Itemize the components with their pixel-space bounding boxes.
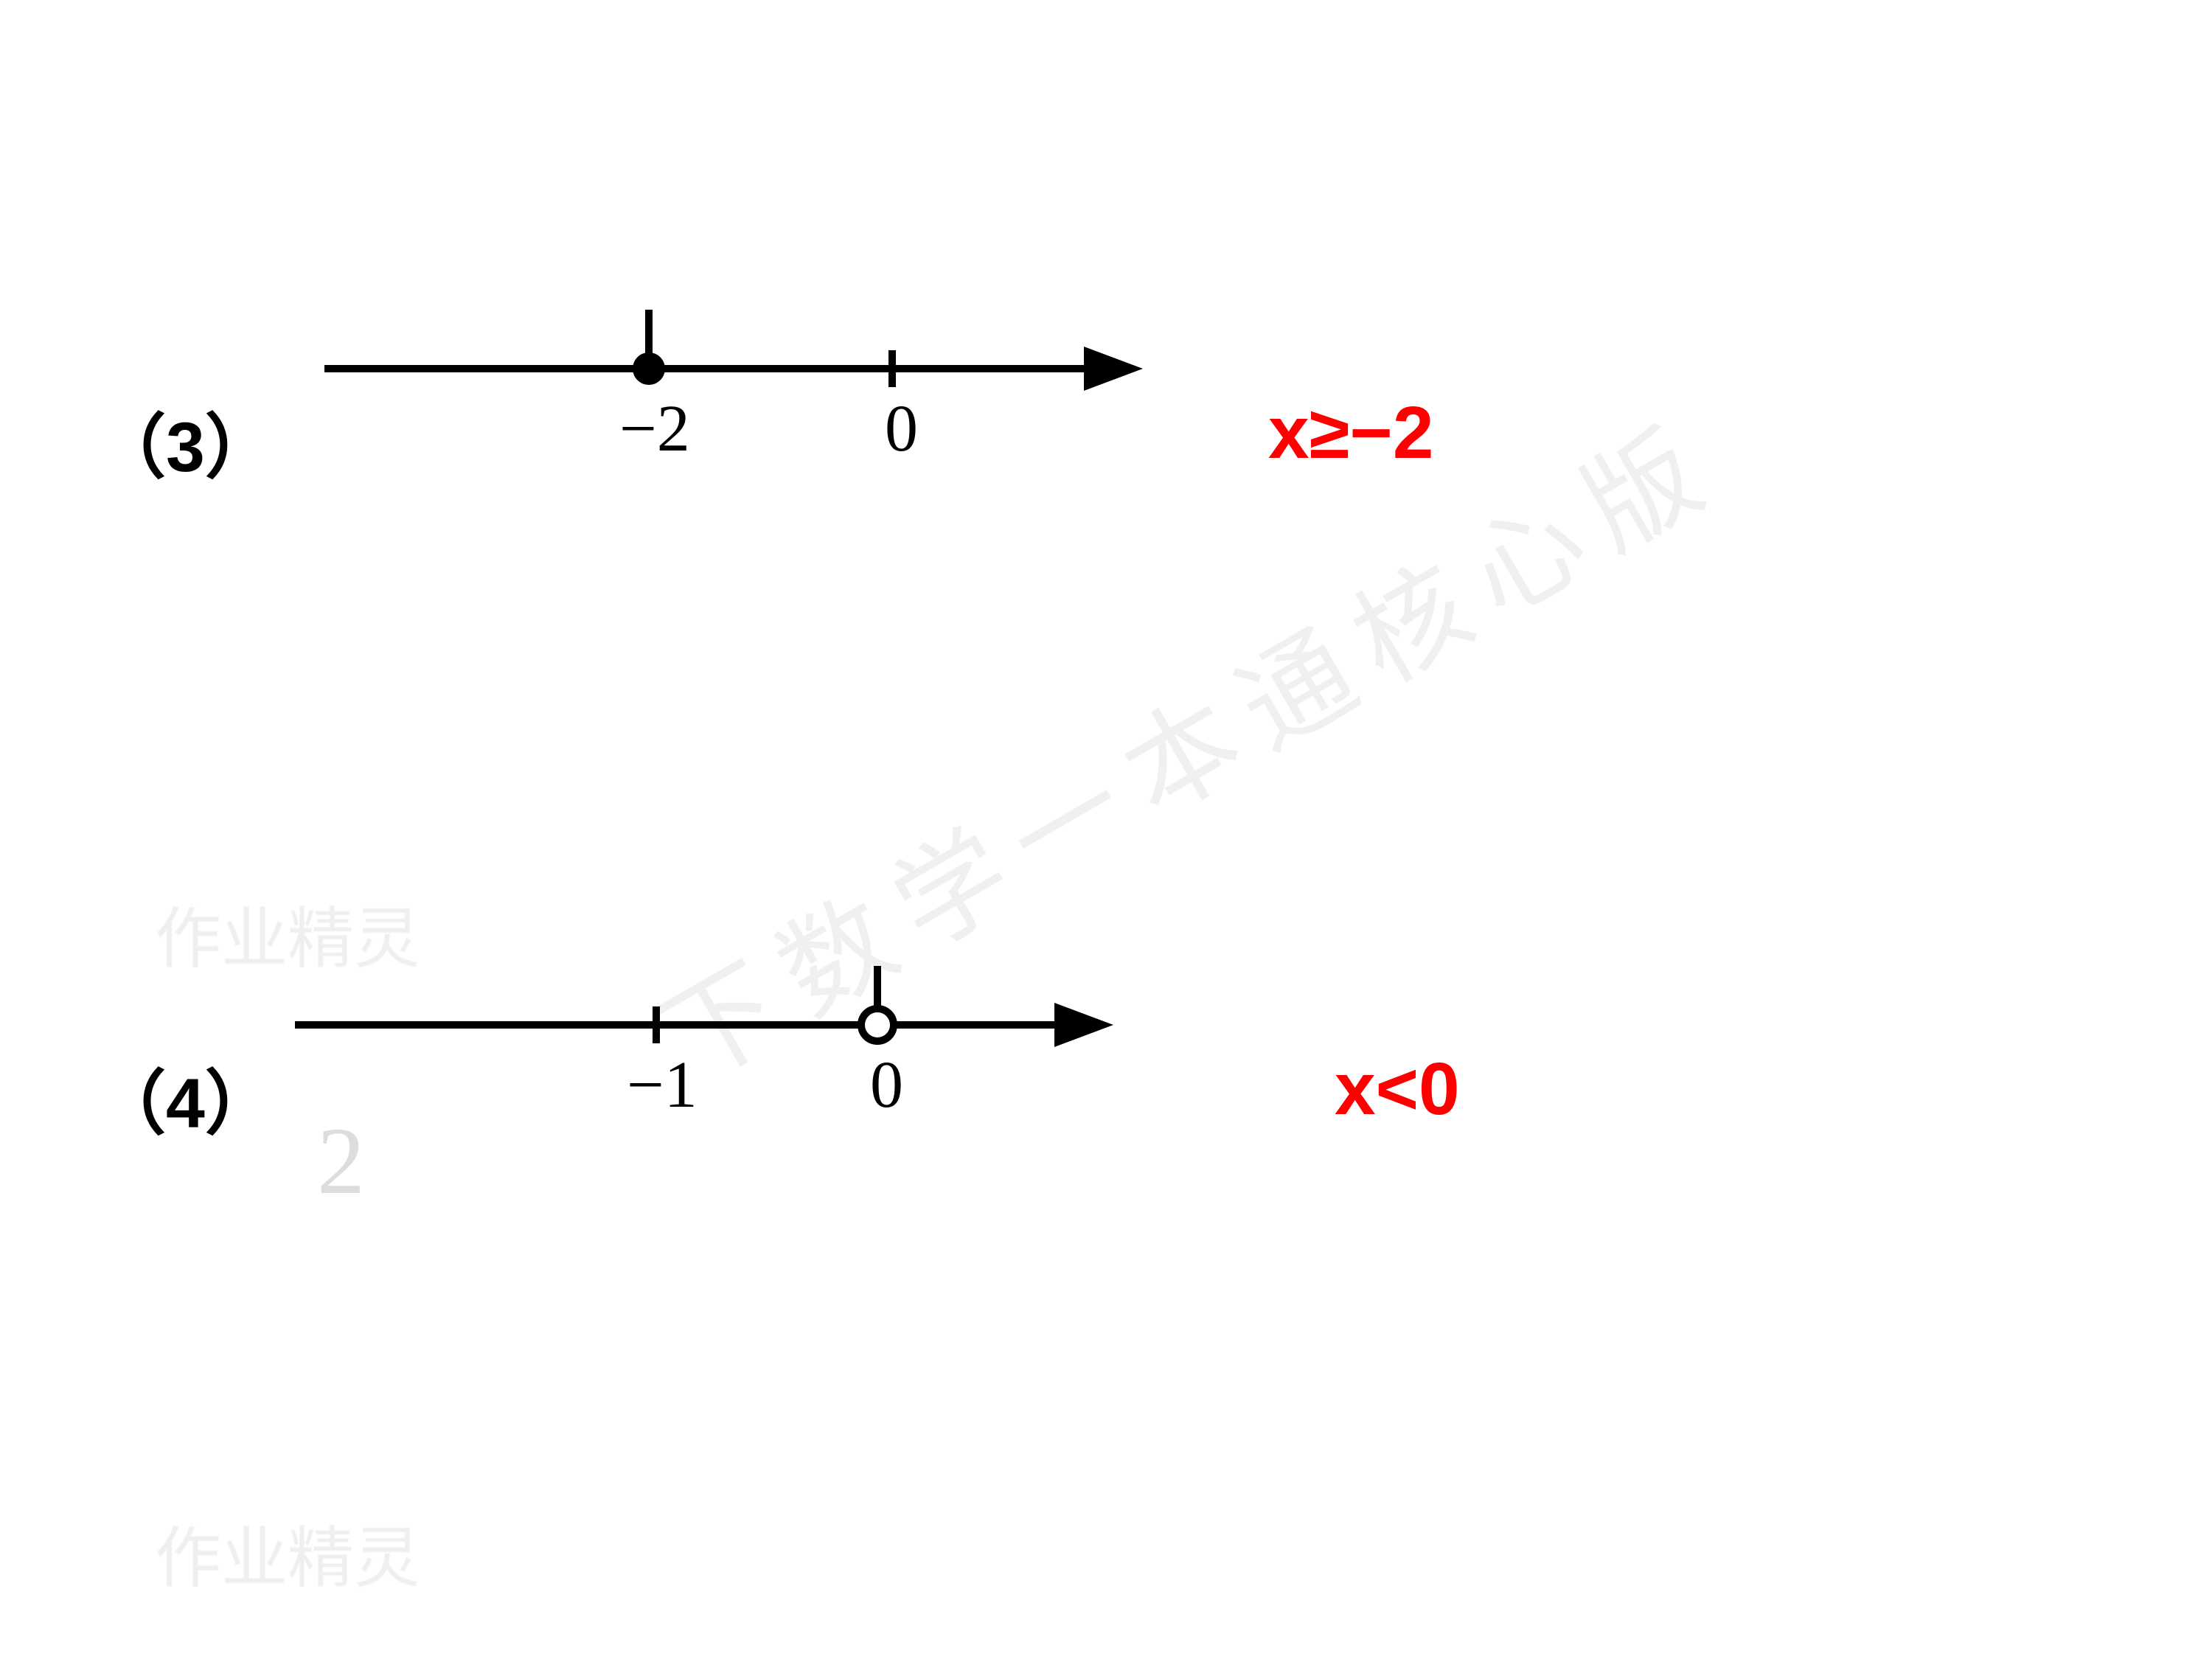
number-line-4 bbox=[295, 966, 1180, 1150]
tick-label-neg2: −2 bbox=[619, 391, 690, 467]
problem-4-label: （4） bbox=[96, 1047, 275, 1148]
problem-3-answer: x≥−2 bbox=[1268, 391, 1434, 476]
problem-3-label: （3） bbox=[96, 391, 275, 492]
arrowhead-icon bbox=[1054, 1003, 1113, 1047]
tick-label-0: 0 bbox=[885, 391, 918, 467]
endpoint-filled bbox=[633, 352, 665, 385]
watermark-small-2: 作业精灵 bbox=[155, 1504, 420, 1600]
tick-label-neg1: −1 bbox=[627, 1047, 698, 1123]
endpoint-open bbox=[861, 1009, 894, 1041]
problem-3-diagram: −2 0 bbox=[324, 310, 1209, 494]
arrowhead-icon bbox=[1084, 347, 1143, 391]
number-line-3 bbox=[324, 310, 1209, 494]
problem-4-answer: x<0 bbox=[1335, 1047, 1460, 1132]
problem-4-diagram: −1 0 bbox=[295, 966, 1180, 1150]
tick-label-0-b: 0 bbox=[870, 1047, 903, 1123]
